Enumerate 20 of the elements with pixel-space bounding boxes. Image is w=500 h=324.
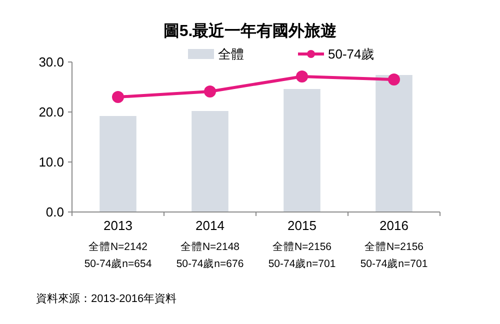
bar (284, 89, 320, 212)
bar (100, 116, 136, 212)
bar (192, 111, 228, 212)
source-note: 資料來源：2013-2016年資料 (36, 292, 177, 305)
y-tick-label: 20.0 (38, 104, 64, 120)
point (204, 86, 216, 98)
y-tick-label: 10.0 (38, 154, 64, 170)
bar (376, 75, 412, 212)
x-tick-label: 2016 全體N=2156 50-74歲n=701 (360, 218, 428, 270)
y-tick-label: 30.0 (38, 54, 64, 70)
point (112, 91, 124, 103)
legend-label: 全體 (218, 46, 244, 62)
point (296, 70, 308, 82)
x-tick-label: 2013 全體N=2142 50-74歲n=654 (84, 218, 152, 270)
x-tick-label: 2015 全體N=2156 50-74歲n=701 (268, 218, 336, 270)
legend-label: 50-74歲 (328, 46, 374, 62)
point (388, 74, 400, 86)
x-tick-label: 2014 全體N=2148 50-74歲n=676 (176, 218, 244, 270)
y-tick-label: 0.0 (46, 204, 64, 220)
chart-title: 圖5.最近一年有國外旅遊 (163, 22, 338, 40)
